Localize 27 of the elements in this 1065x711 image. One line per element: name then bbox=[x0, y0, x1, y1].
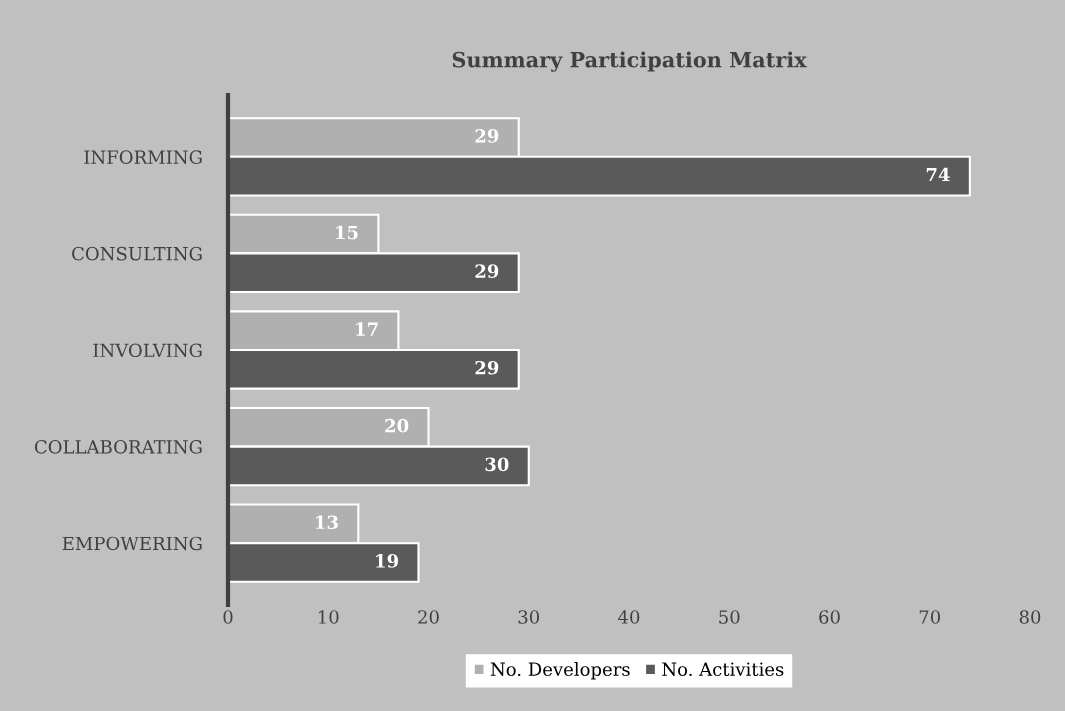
data-label: 30 bbox=[485, 457, 509, 472]
data-label: 17 bbox=[356, 322, 378, 336]
y-tick-label: COLLABORATING bbox=[34, 440, 202, 454]
x-tick-label: 20 bbox=[418, 610, 439, 624]
chart-title: Summary Participation Matrix bbox=[452, 51, 807, 72]
legend-label: No. Activities bbox=[662, 662, 784, 677]
legend-label: No. Developers bbox=[490, 662, 630, 680]
x-tick-label: 50 bbox=[719, 610, 740, 624]
x-tick-label: 10 bbox=[318, 610, 339, 624]
x-tick-label: 40 bbox=[618, 610, 640, 624]
x-tick-label: 70 bbox=[919, 610, 941, 624]
data-label: 29 bbox=[475, 129, 499, 143]
x-tick-label: 60 bbox=[819, 610, 840, 624]
y-tick-label: INVOLVING bbox=[93, 343, 202, 358]
data-label: 15 bbox=[336, 225, 358, 240]
data-label: 74 bbox=[926, 167, 950, 182]
y-tick-label: EMPOWERING bbox=[62, 536, 202, 551]
y-tick-label: CONSULTING bbox=[72, 246, 202, 261]
data-label: 13 bbox=[316, 515, 338, 530]
data-label: 19 bbox=[376, 554, 399, 568]
y-tick-label: INFORMING bbox=[84, 150, 202, 164]
data-label: 20 bbox=[385, 418, 409, 433]
x-tick-label: 0 bbox=[223, 610, 233, 624]
x-tick-label: 80 bbox=[1019, 610, 1041, 624]
data-label: 29 bbox=[475, 264, 499, 278]
x-tick-label: 30 bbox=[518, 610, 540, 624]
data-label: 29 bbox=[475, 360, 499, 375]
